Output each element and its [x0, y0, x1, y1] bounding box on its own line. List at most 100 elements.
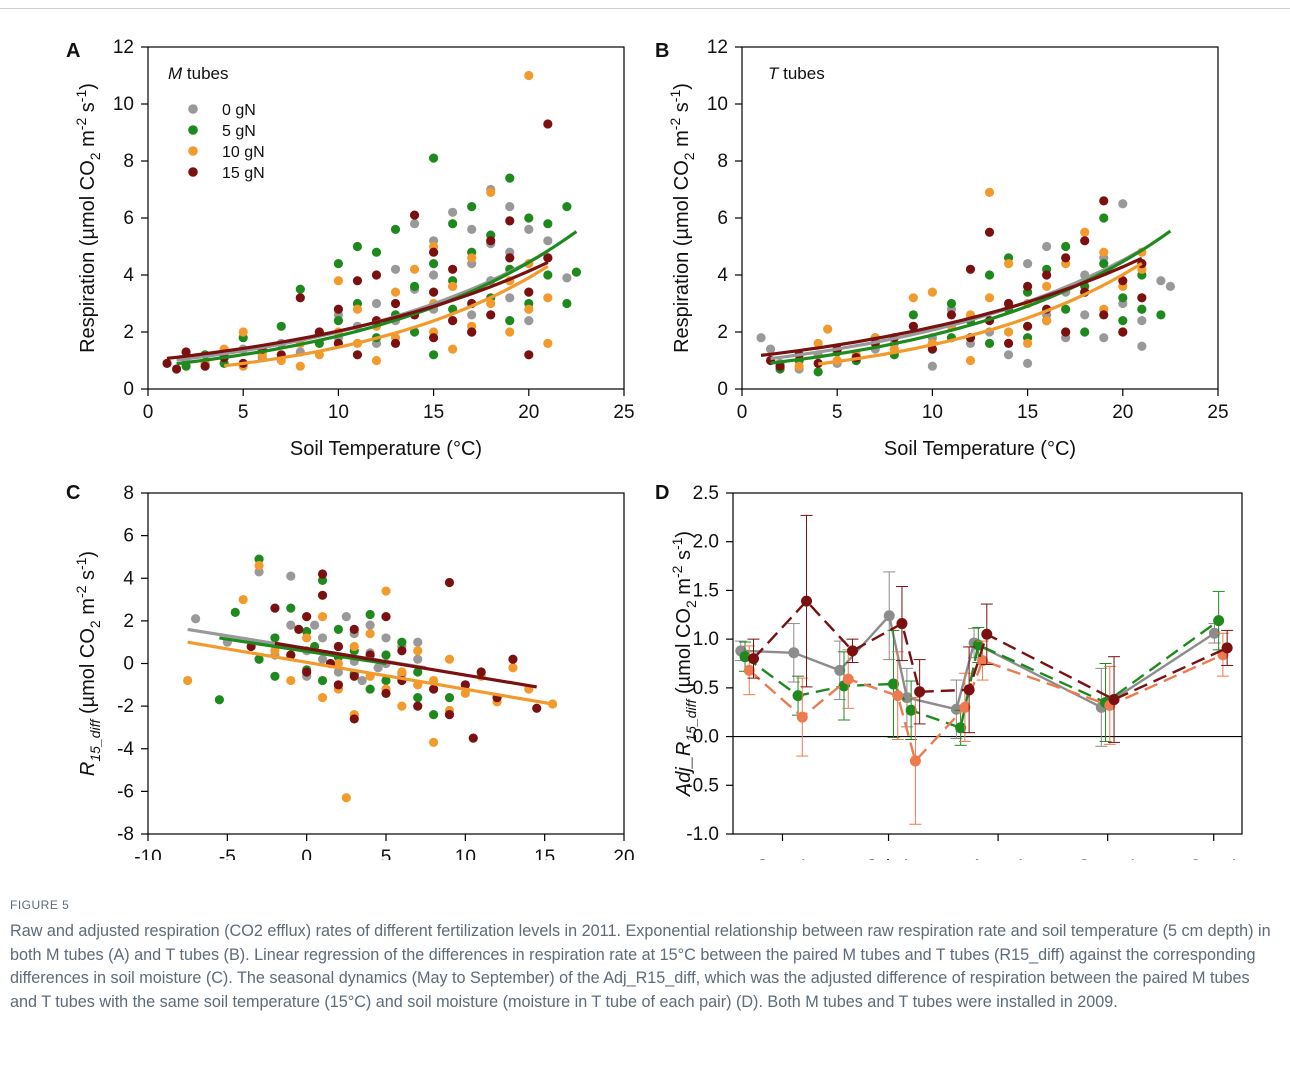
data-point: [908, 310, 918, 320]
data-point: [317, 590, 328, 600]
data-point: [390, 264, 401, 274]
fit-line-5gn: [770, 229, 1172, 365]
x-tick-label: 25: [1207, 402, 1228, 423]
data-point: [238, 327, 248, 337]
data-point: [1156, 276, 1166, 286]
data-point: [505, 202, 515, 212]
data-point: [792, 690, 804, 702]
data-point: [286, 603, 296, 613]
data-point: [352, 241, 363, 252]
data-point: [524, 350, 534, 360]
data-point: [1042, 281, 1052, 291]
data-point: [254, 567, 264, 577]
data-point: [1099, 196, 1109, 206]
data-point: [333, 276, 343, 286]
y-tick-label: 0: [123, 654, 134, 675]
data-point: [373, 663, 383, 673]
data-point: [524, 70, 534, 81]
panel-label-d: D: [655, 482, 669, 504]
y-tick-label: -6: [117, 781, 134, 802]
y-axis-title-2: R15_diff (µmol CO2 m-2 s-1): [73, 551, 103, 776]
x-tick-label: 25: [613, 402, 634, 423]
data-point: [1003, 327, 1014, 337]
data-point: [409, 281, 420, 291]
data-point: [1080, 236, 1090, 246]
data-point: [1137, 341, 1147, 351]
data-point: [927, 361, 938, 371]
data-point: [468, 733, 478, 743]
data-point: [467, 224, 477, 234]
data-point: [505, 293, 515, 303]
x-tick-label: 10: [922, 402, 943, 423]
panel-label-a: A: [66, 40, 80, 62]
data-point: [984, 338, 995, 348]
data-point: [765, 344, 776, 354]
data-point: [460, 680, 470, 690]
data-point: [1213, 615, 1225, 627]
caption-text: Raw and adjusted respiration (CO2 efflux…: [10, 922, 1271, 1011]
y-tick-label: 6: [717, 208, 728, 229]
data-point: [908, 293, 918, 303]
data-point: [341, 793, 351, 803]
fit-line-5gn: [219, 636, 387, 666]
x-tick-label: -10: [134, 847, 161, 860]
data-point: [1099, 259, 1109, 269]
data-point: [429, 710, 439, 720]
x-tick-label: Sept. 1: [1078, 857, 1138, 860]
data-point: [927, 287, 938, 297]
data-point: [349, 624, 359, 635]
x-tick-label: 5: [832, 402, 843, 423]
data-point: [444, 693, 455, 703]
plot-frame-1: [741, 46, 1219, 390]
data-point: [743, 664, 755, 676]
data-point: [444, 577, 455, 588]
data-point: [381, 675, 391, 686]
data-point: [444, 710, 455, 720]
y-tick-label: 0.5: [693, 678, 719, 699]
panel-annotation: M tubes: [168, 64, 228, 83]
data-point: [429, 259, 439, 269]
x-tick-label: 0: [737, 402, 748, 423]
panel-d: D -1.0 -0.5 0.0 0.5 1.0 1.5 2.0 2.5 Jun. 1 Jul. 1 A…: [655, 482, 1243, 860]
data-point: [543, 293, 553, 303]
data-point: [965, 264, 976, 274]
data-point: [846, 645, 858, 657]
data-point: [467, 202, 477, 212]
data-point: [286, 650, 296, 660]
panel-annotation: T tubes: [768, 64, 825, 83]
y-tick-label: 6: [123, 526, 134, 547]
data-point: [896, 618, 908, 630]
data-point: [905, 704, 917, 716]
data-point: [365, 620, 375, 630]
data-point: [381, 586, 391, 596]
data-point: [270, 633, 280, 643]
data-point: [409, 210, 420, 220]
data-point: [302, 633, 312, 643]
data-point: [365, 629, 375, 639]
fit-line-5gn: [176, 230, 578, 366]
data-point: [467, 327, 477, 337]
data-point: [505, 216, 515, 226]
data-point: [1023, 338, 1033, 348]
data-point: [429, 350, 439, 360]
data-point: [286, 571, 296, 581]
data-point: [429, 270, 439, 280]
y-tick-label: 2.0: [693, 532, 719, 553]
data-point: [562, 298, 572, 309]
data-point: [413, 646, 423, 656]
top-rule: [0, 8, 1290, 9]
series-line: [748, 653, 1224, 764]
data-point: [413, 654, 423, 664]
data-point: [486, 310, 496, 320]
data-point: [270, 671, 280, 681]
data-point: [365, 609, 375, 620]
fit-line-10gn: [818, 261, 1143, 366]
data-point: [505, 316, 515, 326]
data-point: [162, 358, 172, 368]
data-point: [1003, 259, 1014, 269]
data-point: [1221, 642, 1233, 654]
data-point: [357, 675, 367, 686]
y-axis-title-3: Adj_R15_diff (µmol CO2 m-2 s-1): [669, 531, 699, 797]
x-tick-label: Aug. 1: [971, 857, 1026, 860]
data-point: [775, 361, 785, 371]
